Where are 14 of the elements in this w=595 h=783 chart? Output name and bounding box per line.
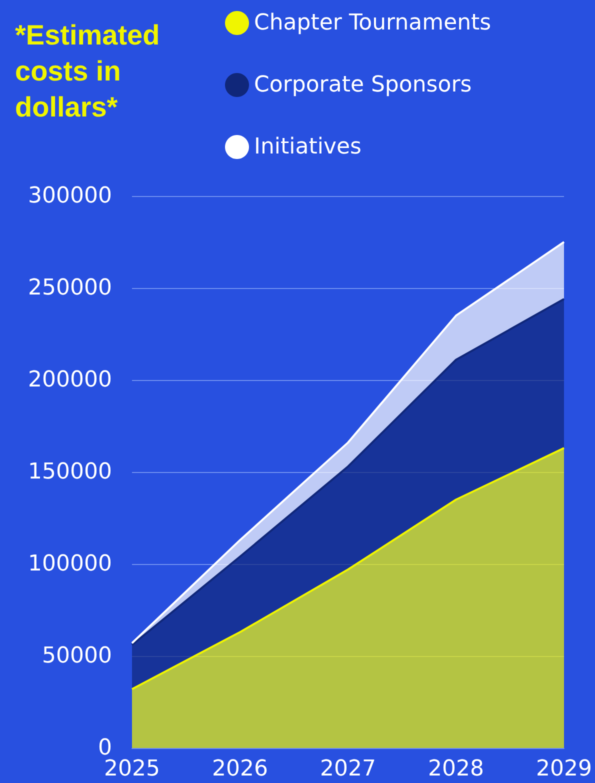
y-tick-label: 150000 [28,460,112,484]
legend-label: Chapter Tournaments [254,10,492,36]
x-tick-label: 2028 [428,756,484,782]
x-tick-label: 2029 [536,756,592,782]
x-tick-label: 2027 [320,756,376,782]
legend-label: Initiatives [254,134,362,160]
y-tick-label: 100000 [28,552,112,576]
y-tick-label: 300000 [28,184,112,208]
chart-title: *Estimated costs in dollars* [15,20,160,122]
x-tick-label: 2026 [212,756,268,782]
y-tick-label: 200000 [28,368,112,392]
legend-label: Corporate Sponsors [254,72,472,98]
y-tick-label: 50000 [42,644,112,668]
y-tick-label: 250000 [28,276,112,300]
